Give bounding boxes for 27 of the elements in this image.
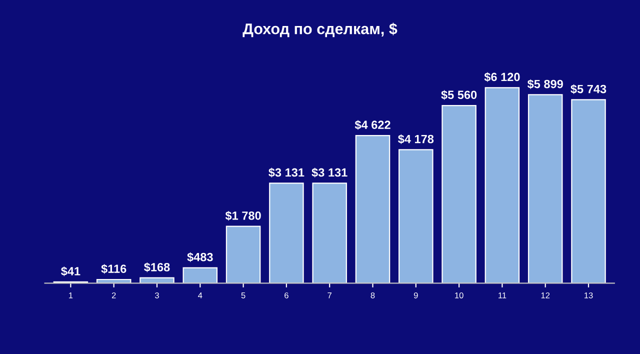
data-label: $168: [144, 262, 170, 272]
x-tick-label: 2: [112, 292, 116, 298]
data-label: $4 178: [398, 134, 434, 144]
data-label: $483: [187, 252, 213, 262]
x-tick-label: 6: [284, 292, 288, 298]
chart-title: Доход по сделкам, $: [242, 22, 398, 38]
data-label: $3 131: [268, 168, 304, 178]
x-tick-label: 5: [241, 292, 246, 298]
data-label: $4 622: [354, 120, 390, 130]
data-label: $5 743: [570, 84, 606, 94]
x-tick-label: 11: [498, 292, 506, 298]
x-tick-label: 12: [541, 292, 550, 298]
data-label: $41: [61, 266, 80, 276]
data-label: $1 780: [225, 210, 261, 221]
x-tick-label: 10: [455, 292, 464, 298]
x-tick-label: 3: [154, 292, 159, 298]
data-label: $5 560: [441, 90, 477, 100]
x-tick-label: 7: [328, 292, 332, 298]
x-tick-label: 9: [414, 292, 418, 298]
x-tick-label: 1: [69, 292, 73, 298]
data-label: $5 899: [527, 79, 563, 89]
x-tick-label: 13: [584, 292, 593, 298]
data-label: $3 131: [312, 168, 348, 178]
data-label: $116: [101, 264, 126, 274]
x-tick-label: 4: [198, 292, 202, 298]
x-tick-label: 8: [370, 292, 375, 298]
data-label: $6 120: [484, 72, 520, 82]
